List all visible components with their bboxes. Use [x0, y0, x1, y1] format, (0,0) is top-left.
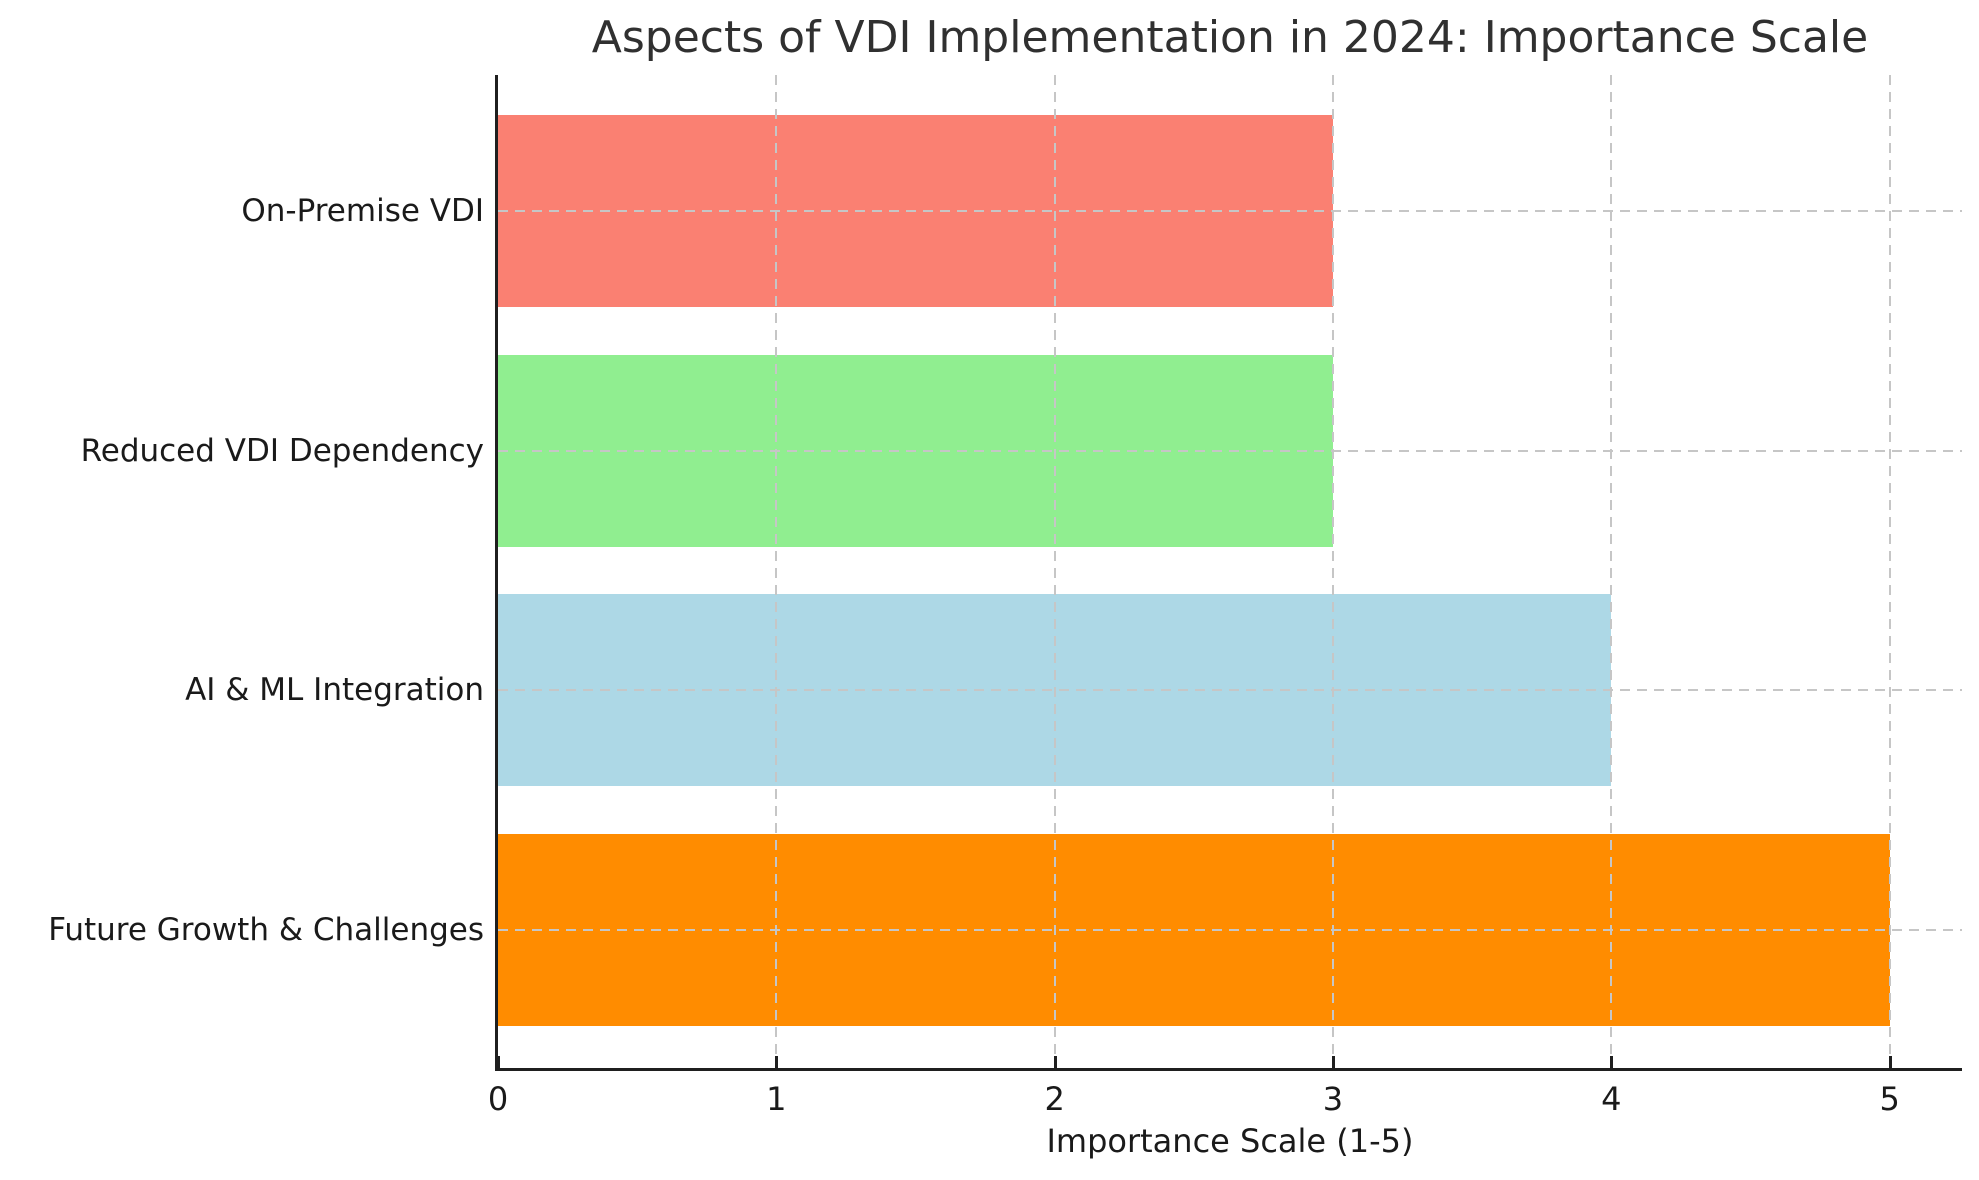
plot-area — [495, 75, 1962, 1071]
gridline-horizontal — [498, 928, 1962, 931]
x-tick-label-1: 1 — [766, 1080, 787, 1118]
gridline-vertical — [775, 75, 778, 1068]
category-label-0: On-Premise VDI — [241, 193, 484, 229]
x-tick-mark — [1053, 1056, 1057, 1068]
x-tick-label-5: 5 — [1879, 1080, 1900, 1118]
category-label-1: Reduced VDI Dependency — [80, 432, 484, 469]
chart-title: Aspects of VDI Implementation in 2024: I… — [591, 12, 1869, 63]
y-axis-spine — [495, 75, 498, 1068]
x-tick-label-3: 3 — [1322, 1080, 1344, 1118]
x-tick-mark — [1888, 1056, 1892, 1068]
x-tick-mark — [497, 1056, 500, 1068]
category-label-3: Future Growth & Challenges — [48, 911, 484, 948]
x-tick-mark — [1331, 1056, 1335, 1068]
x-tick-label-2: 2 — [1044, 1080, 1065, 1118]
gridline-horizontal — [498, 210, 1962, 212]
x-axis-spine — [495, 1068, 1962, 1071]
gridline-vertical — [1888, 75, 1891, 1068]
x-axis-label: Importance Scale (1-5) — [1046, 1122, 1414, 1160]
x-tick-label-4: 4 — [1601, 1080, 1622, 1118]
gridline-horizontal — [498, 449, 1962, 452]
gridline-vertical — [1053, 75, 1056, 1068]
x-tick-mark — [1610, 1056, 1614, 1068]
x-tick-label-0: 0 — [487, 1080, 509, 1118]
x-tick-mark — [775, 1056, 779, 1068]
category-label-2: AI & ML Integration — [185, 672, 484, 709]
gridline-horizontal — [498, 689, 1962, 692]
gridline-vertical — [1610, 75, 1613, 1068]
y-axis-labels: On-Premise VDI Reduced VDI Dependency AI &… — [0, 75, 484, 1068]
gridline-vertical — [1331, 75, 1334, 1068]
